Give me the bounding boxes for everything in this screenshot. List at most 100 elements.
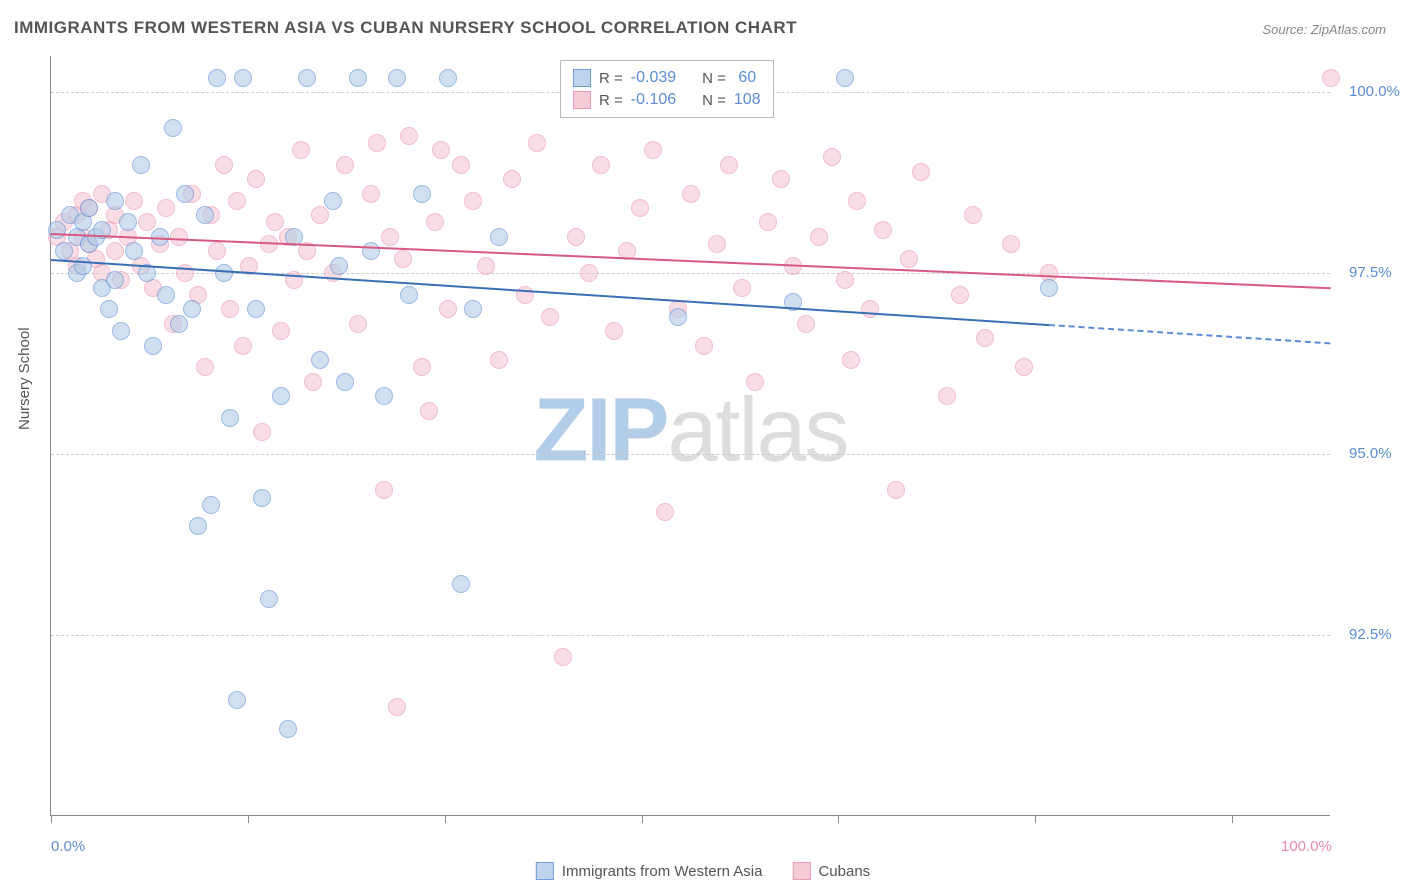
data-point	[554, 648, 572, 666]
data-point	[823, 148, 841, 166]
data-point	[215, 156, 233, 174]
data-point	[106, 271, 124, 289]
x-tick	[838, 815, 839, 823]
data-point	[100, 300, 118, 318]
data-point	[196, 206, 214, 224]
data-point	[228, 192, 246, 210]
data-point	[234, 337, 252, 355]
data-point	[400, 286, 418, 304]
y-tick-label: 100.0%	[1349, 83, 1400, 100]
data-point	[132, 156, 150, 174]
data-point	[375, 387, 393, 405]
x-tick	[51, 815, 52, 823]
data-point	[183, 300, 201, 318]
chart-container: IMMIGRANTS FROM WESTERN ASIA VS CUBAN NU…	[0, 0, 1406, 892]
x-tick	[1035, 815, 1036, 823]
data-point	[215, 264, 233, 282]
data-point	[912, 163, 930, 181]
data-point	[644, 141, 662, 159]
data-point	[631, 199, 649, 217]
data-point	[138, 213, 156, 231]
r-value-b: -0.106	[631, 91, 676, 109]
y-tick-label: 92.5%	[1349, 626, 1392, 643]
data-point	[157, 199, 175, 217]
data-point	[253, 489, 271, 507]
swatch-b	[573, 91, 591, 109]
data-point	[362, 242, 380, 260]
data-point	[349, 315, 367, 333]
trend-line-extrapolated	[1049, 324, 1331, 344]
data-point	[695, 337, 713, 355]
stats-legend: R = -0.039 N = 60 R = -0.106 N = 108	[560, 60, 774, 118]
data-point	[228, 691, 246, 709]
data-point	[452, 575, 470, 593]
data-point	[80, 199, 98, 217]
data-point	[810, 228, 828, 246]
data-point	[413, 358, 431, 376]
data-point	[439, 300, 457, 318]
data-point	[375, 481, 393, 499]
data-point	[413, 185, 431, 203]
data-point	[394, 250, 412, 268]
watermark: ZIPatlas	[533, 379, 847, 482]
data-point	[266, 213, 284, 231]
x-tick	[445, 815, 446, 823]
data-point	[48, 221, 66, 239]
data-point	[746, 373, 764, 391]
data-point	[1040, 279, 1058, 297]
data-point	[836, 271, 854, 289]
n-label: N =	[702, 92, 726, 109]
data-point	[253, 423, 271, 441]
data-point	[842, 351, 860, 369]
data-point	[279, 720, 297, 738]
data-point	[720, 156, 738, 174]
r-value-a: -0.039	[631, 69, 676, 87]
data-point	[938, 387, 956, 405]
swatch-a	[573, 69, 591, 87]
data-point	[874, 221, 892, 239]
data-point	[400, 127, 418, 145]
series-a-name: Immigrants from Western Asia	[562, 863, 763, 880]
data-point	[247, 300, 265, 318]
data-point	[861, 300, 879, 318]
n-value-a: 60	[734, 69, 756, 87]
data-point	[144, 337, 162, 355]
data-point	[951, 286, 969, 304]
data-point	[349, 69, 367, 87]
data-point	[304, 373, 322, 391]
data-point	[528, 134, 546, 152]
data-point	[234, 69, 252, 87]
data-point	[900, 250, 918, 268]
data-point	[112, 322, 130, 340]
data-point	[196, 358, 214, 376]
data-point	[388, 69, 406, 87]
x-tick	[642, 815, 643, 823]
data-point	[541, 308, 559, 326]
legend-item-a: Immigrants from Western Asia	[536, 862, 763, 880]
data-point	[490, 228, 508, 246]
data-point	[490, 351, 508, 369]
data-point	[368, 134, 386, 152]
data-point	[432, 141, 450, 159]
data-point	[976, 329, 994, 347]
data-point	[106, 242, 124, 260]
data-point	[221, 300, 239, 318]
data-point	[592, 156, 610, 174]
data-point	[125, 192, 143, 210]
data-point	[221, 409, 239, 427]
x-tick-label: 100.0%	[1281, 838, 1332, 855]
series-legend: Immigrants from Western Asia Cubans	[536, 862, 870, 880]
n-value-b: 108	[734, 91, 761, 109]
data-point	[733, 279, 751, 297]
data-point	[836, 69, 854, 87]
gridline	[51, 635, 1330, 636]
data-point	[772, 170, 790, 188]
data-point	[682, 185, 700, 203]
swatch-a-bottom	[536, 862, 554, 880]
data-point	[164, 119, 182, 137]
data-point	[964, 206, 982, 224]
data-point	[580, 264, 598, 282]
data-point	[260, 590, 278, 608]
swatch-b-bottom	[792, 862, 810, 880]
stats-row-b: R = -0.106 N = 108	[573, 89, 761, 111]
